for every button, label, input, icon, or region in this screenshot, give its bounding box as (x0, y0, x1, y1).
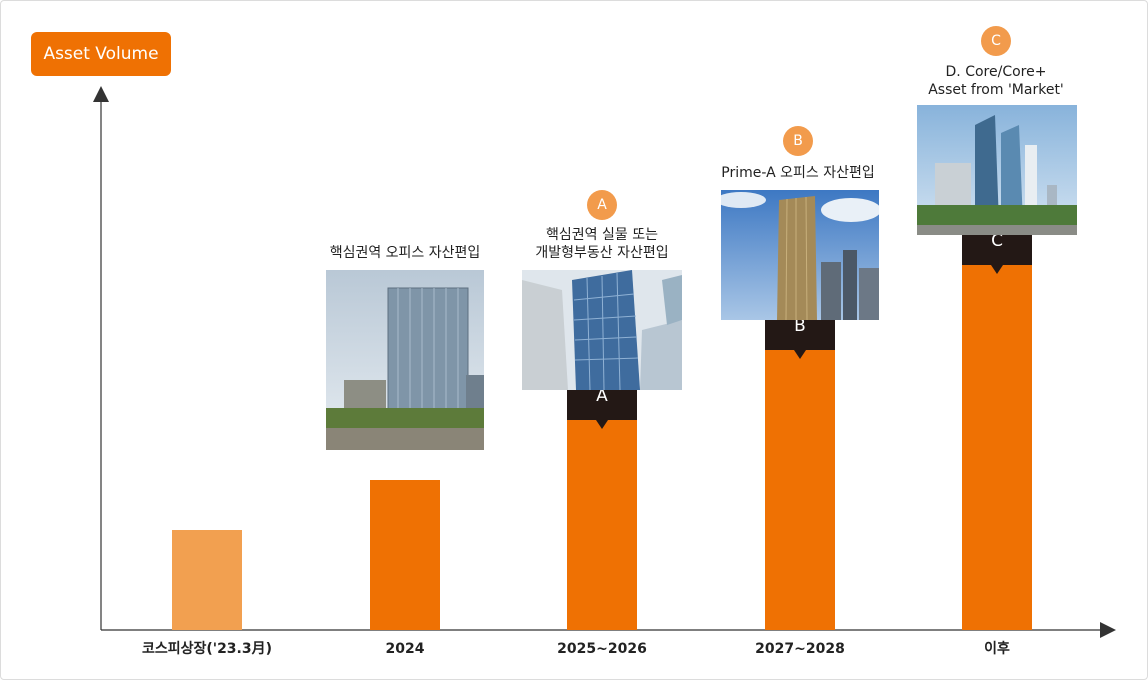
bars: A B C (172, 215, 1032, 630)
bar (765, 350, 835, 630)
annotation-2024: 핵심권역 오피스 자산편입 (330, 244, 481, 262)
photo-2025-2026 (522, 270, 682, 390)
annotation-line: Prime-A 오피스 자산편입 (721, 165, 875, 181)
photo-2027-2028 (721, 190, 879, 320)
bar (962, 265, 1032, 630)
bar (370, 480, 440, 630)
annotation-2025-2026: 핵심권역 실물 또는 개발형부동산 자산편입 (535, 226, 668, 262)
annotation-after: D. Core/Core+ Asset from 'Market' (928, 63, 1064, 99)
y-axis-label: Asset Volume (31, 32, 171, 76)
bar (172, 530, 242, 630)
x-axis-arrow (1100, 622, 1116, 638)
bar (567, 420, 637, 630)
x-axis-labels: 코스피상장('23.3月) 2024 2025~2026 2027~2028 이후 (142, 640, 1010, 657)
segment-label: A (596, 386, 608, 406)
x-tick-label: 2027~2028 (755, 641, 845, 657)
photo-after (917, 105, 1077, 235)
x-tick-label: 2024 (386, 641, 425, 657)
pin-b: B (783, 126, 813, 156)
annotation-line: 핵심권역 오피스 자산편입 (329, 245, 481, 261)
annotation-line: Asset from 'Market' (928, 82, 1064, 98)
photo-2024 (326, 270, 484, 450)
annotation-line: D. Core/Core+ (945, 64, 1047, 80)
annotation-2027-2028: Prime-A 오피스 자산편입 (721, 164, 874, 182)
segment-label: C (991, 231, 1003, 251)
segment-pointer (794, 350, 806, 359)
segment-label: B (794, 316, 806, 336)
segment-pointer (991, 265, 1003, 274)
x-tick-label: 2025~2026 (557, 641, 647, 657)
annotation-line: 개발형부동산 자산편입 (535, 245, 669, 261)
segment-pointer (596, 420, 608, 429)
annotation-line: 핵심권역 실물 또는 (546, 227, 658, 243)
pin-a: A (587, 190, 617, 220)
x-tick-label: 이후 (984, 640, 1010, 657)
y-axis-arrow (93, 86, 109, 102)
pin-c: C (981, 26, 1011, 56)
x-tick-label: 코스피상장('23.3月) (142, 640, 272, 657)
